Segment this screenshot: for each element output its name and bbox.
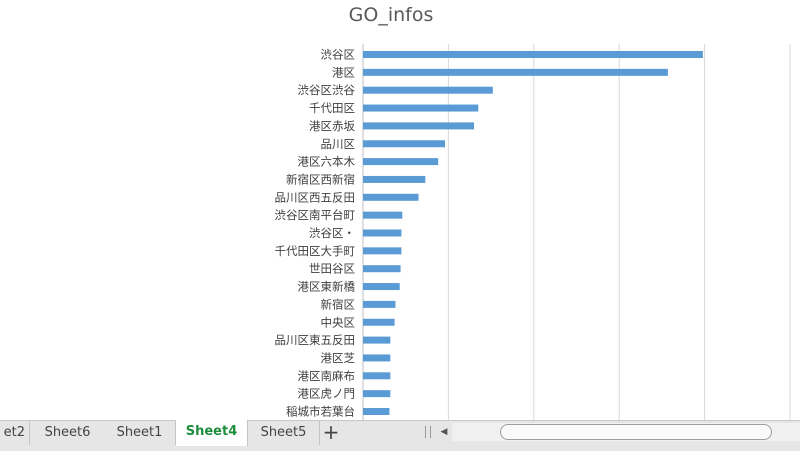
category-label: 新宿区西新宿 <box>286 172 355 186</box>
sheet-tab[interactable]: Sheet5 <box>248 421 320 445</box>
chart-title: GO_infos <box>348 4 434 26</box>
category-label: 港区六本木 <box>298 155 356 169</box>
category-label: 渋谷区南平台町 <box>275 208 356 222</box>
bar[interactable] <box>363 175 426 183</box>
bar[interactable] <box>363 336 391 344</box>
bar[interactable] <box>363 390 391 398</box>
sheet-tab[interactable]: Sheet4 <box>176 420 248 446</box>
bar[interactable] <box>363 104 479 112</box>
category-label: 港区虎ノ門 <box>298 387 356 401</box>
bar[interactable] <box>363 300 396 308</box>
category-label: 渋谷区 <box>321 48 356 62</box>
bar[interactable] <box>363 247 402 255</box>
category-label: 港区赤坂 <box>309 119 355 133</box>
bar[interactable] <box>363 211 403 219</box>
category-label: 千代田区大手町 <box>275 244 356 258</box>
category-label: 品川区 <box>321 137 356 151</box>
sheet-tab[interactable]: Sheet6 <box>31 421 105 445</box>
bar[interactable] <box>363 229 402 237</box>
add-sheet-button[interactable]: + <box>322 420 340 444</box>
category-label: 新宿区 <box>321 297 356 311</box>
bar[interactable] <box>363 122 475 130</box>
bar[interactable] <box>363 51 703 58</box>
sheet-tab[interactable]: Sheet1 <box>104 421 176 445</box>
category-label: 中央区 <box>321 315 356 329</box>
bar[interactable] <box>363 354 391 362</box>
category-label: 港区南麻布 <box>298 369 356 383</box>
bar-chart: 渋谷区港区渋谷区渋谷千代田区港区赤坂品川区港区六本木新宿区西新宿品川区西五反田渋… <box>275 44 791 420</box>
bar[interactable] <box>363 86 493 94</box>
sheet-tab-bar: et2 Sheet6 Sheet1 Sheet4 Sheet5 + ◀ <box>0 420 800 451</box>
bar[interactable] <box>363 158 439 166</box>
scroll-left-arrow-icon[interactable]: ◀ <box>440 427 448 437</box>
bar[interactable] <box>363 193 419 201</box>
category-label: 稲城市若葉台 <box>286 405 355 419</box>
category-label: 品川区西五反田 <box>275 190 356 204</box>
category-label: 港区 <box>332 65 355 79</box>
category-label: 渋谷区・ <box>309 226 355 240</box>
bar[interactable] <box>363 265 401 273</box>
bar[interactable] <box>363 140 445 148</box>
category-label: 世田谷区 <box>309 262 355 276</box>
bar[interactable] <box>363 372 391 380</box>
horizontal-scrollbar[interactable] <box>452 423 800 441</box>
bar[interactable] <box>363 68 668 76</box>
sheet-tab[interactable]: et2 <box>0 421 30 445</box>
category-label: 港区芝 <box>321 351 356 365</box>
bar[interactable] <box>363 408 390 415</box>
category-label: 千代田区 <box>309 101 355 115</box>
tab-splitter-handle[interactable] <box>425 426 431 438</box>
bar[interactable] <box>363 283 400 291</box>
category-label: 品川区東五反田 <box>275 333 356 347</box>
horizontal-scrollbar-thumb[interactable] <box>500 424 772 440</box>
bar[interactable] <box>363 318 395 326</box>
category-label: 渋谷区渋谷 <box>298 83 356 97</box>
category-label: 港区東新橋 <box>298 280 356 294</box>
chart-area: GO_infos 渋谷区港区渋谷区渋谷千代田区港区赤坂品川区港区六本木新宿区西新… <box>275 4 791 420</box>
